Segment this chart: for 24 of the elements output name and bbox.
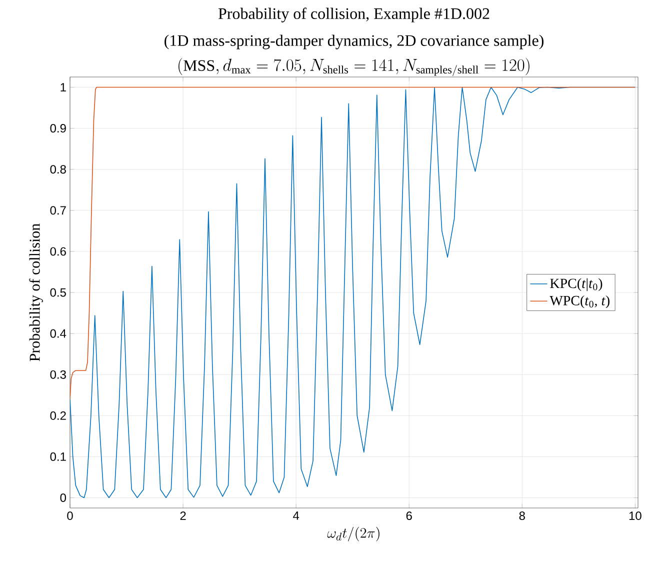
y-tick-label: 0.1 — [50, 452, 66, 461]
x-tick-label: 10 — [629, 512, 642, 520]
x-tick-label: 6 — [406, 512, 412, 520]
y-tick-label: 0 — [60, 493, 66, 502]
x-tick-label: 0 — [67, 512, 73, 520]
y-axis-title: Probability of collision — [29, 224, 43, 362]
x-tick-label: 2 — [180, 512, 186, 520]
y-tick-label: 0.3 — [50, 370, 66, 379]
y-tick-label: 1 — [60, 83, 66, 92]
legend-label: KPC(t|t$_{0}$) — [550, 278, 602, 292]
x-tick-label: 8 — [519, 512, 525, 520]
text: $\Big(\mathrm{MSS}, d_{\max} = 7.05, N_{\mathrm{shells}} = 141, N_{\mathrm{samples/shell}} = 120\Big)$ — [178, 58, 530, 76]
y-tick-label: 0.4 — [50, 329, 66, 338]
y-tick-label: 0.9 — [50, 124, 66, 133]
legend-label: WPC(t$_{0}$, t) — [550, 295, 610, 308]
y-tick-label: 0.6 — [50, 247, 66, 256]
chart-subtitle: (1D mass-spring-damper dynamics, 2D covariance sample) — [164, 34, 544, 50]
x-tick-label: 4 — [293, 512, 300, 520]
y-tick-label: 0.8 — [50, 165, 66, 174]
y-tick-label: 0.7 — [50, 206, 66, 215]
y-tick-label: 0.5 — [50, 288, 66, 297]
x-axis-title: $\omega_d t/(2\pi)$ — [327, 526, 380, 542]
chart-title: Probability of collision, Example #1D.002 — [218, 8, 490, 22]
y-tick-label: 0.2 — [50, 411, 66, 420]
